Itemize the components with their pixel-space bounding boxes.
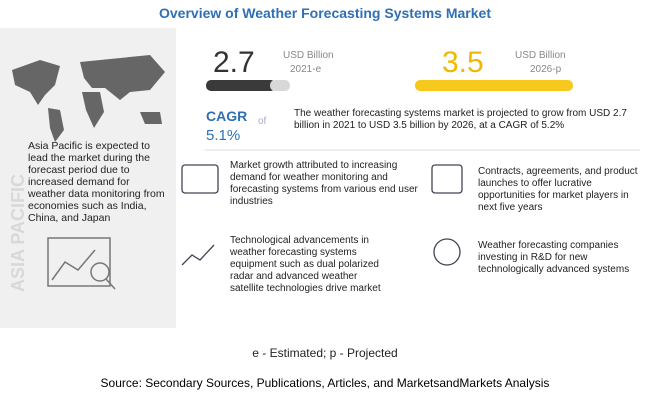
description: The weather forecasting systems market i… [294,108,627,131]
footnote: e - Estimated; p - Projected [252,346,398,360]
region-text: Asia Pacific is expected to lead the mar… [28,140,165,224]
region-label: ASIA PACIFIC [8,174,28,292]
cagr-value: 5.1% [206,127,241,144]
start-value: 2.7 [213,46,255,79]
source: Source: Secondary Sources, Publications,… [100,376,550,390]
world-map [12,55,165,142]
end-year: 2026-p [530,64,562,75]
bullet-icons [181,164,463,266]
end-bar [415,80,573,91]
highlight: Weather forecasting companies investing … [478,240,630,275]
highlight: Technological advancements in weather fo… [230,235,381,294]
analysis-icon [47,237,116,290]
end-value: 3.5 [442,46,484,79]
highlight: Contracts, agreements, and product launc… [478,166,638,213]
start-year: 2021-e [290,64,322,75]
highlight: Market growth attributed to increasing d… [230,160,418,207]
cagr-label: CAGR [206,108,248,124]
title: Overview of Weather Forecasting Systems … [159,5,491,21]
start-bar [206,80,276,91]
start-bar-tail [270,80,290,91]
start-unit: USD Billion [283,50,334,61]
cagr-of: of [258,116,267,127]
end-unit: USD Billion [515,50,566,61]
